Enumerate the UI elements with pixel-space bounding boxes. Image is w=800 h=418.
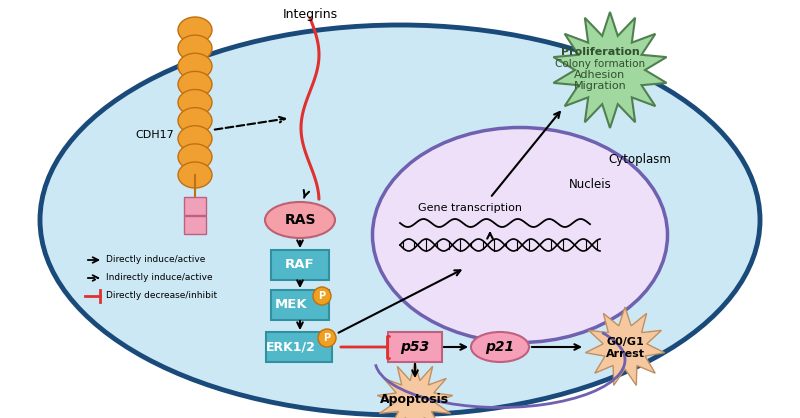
Text: p53: p53 bbox=[401, 340, 430, 354]
Ellipse shape bbox=[178, 126, 212, 152]
Polygon shape bbox=[554, 12, 666, 128]
Text: Colony formation: Colony formation bbox=[555, 59, 645, 69]
Ellipse shape bbox=[178, 107, 212, 134]
Circle shape bbox=[318, 329, 336, 347]
Text: Directly decrease/inhibit: Directly decrease/inhibit bbox=[106, 291, 217, 301]
Ellipse shape bbox=[471, 332, 529, 362]
Ellipse shape bbox=[178, 17, 212, 43]
Polygon shape bbox=[378, 362, 453, 418]
Ellipse shape bbox=[178, 35, 212, 61]
Ellipse shape bbox=[265, 202, 335, 238]
Text: Integrins: Integrins bbox=[282, 8, 338, 21]
Text: Arrest: Arrest bbox=[606, 349, 645, 359]
Ellipse shape bbox=[40, 25, 760, 415]
Text: CDH17: CDH17 bbox=[136, 130, 174, 140]
Ellipse shape bbox=[178, 162, 212, 188]
Text: Gene transcription: Gene transcription bbox=[418, 203, 522, 213]
Polygon shape bbox=[586, 307, 665, 385]
FancyBboxPatch shape bbox=[271, 250, 329, 280]
Ellipse shape bbox=[178, 89, 212, 115]
Text: MEK: MEK bbox=[274, 298, 307, 311]
Text: Directly induce/active: Directly induce/active bbox=[106, 255, 206, 265]
FancyBboxPatch shape bbox=[184, 197, 206, 215]
Text: p21: p21 bbox=[486, 340, 514, 354]
Text: G0/G1: G0/G1 bbox=[606, 337, 644, 347]
Ellipse shape bbox=[373, 127, 667, 342]
Text: Migration: Migration bbox=[574, 81, 626, 91]
Text: RAS: RAS bbox=[284, 213, 316, 227]
FancyBboxPatch shape bbox=[388, 332, 442, 362]
Text: Apoptosis: Apoptosis bbox=[381, 393, 450, 406]
Text: RAF: RAF bbox=[285, 258, 315, 272]
Text: ERK1/2: ERK1/2 bbox=[266, 341, 316, 354]
Ellipse shape bbox=[178, 71, 212, 97]
Ellipse shape bbox=[178, 144, 212, 170]
Text: Adhesion: Adhesion bbox=[574, 70, 626, 80]
FancyBboxPatch shape bbox=[271, 290, 329, 320]
Text: P: P bbox=[323, 333, 330, 343]
Text: Nucleis: Nucleis bbox=[569, 178, 611, 191]
FancyBboxPatch shape bbox=[184, 216, 206, 234]
Text: Cytoplasm: Cytoplasm bbox=[609, 153, 671, 166]
Circle shape bbox=[313, 287, 331, 305]
Text: P: P bbox=[318, 291, 326, 301]
Ellipse shape bbox=[178, 53, 212, 79]
Text: Indirectly induce/active: Indirectly induce/active bbox=[106, 273, 213, 283]
FancyBboxPatch shape bbox=[266, 332, 332, 362]
Text: Proliferation: Proliferation bbox=[561, 47, 639, 57]
